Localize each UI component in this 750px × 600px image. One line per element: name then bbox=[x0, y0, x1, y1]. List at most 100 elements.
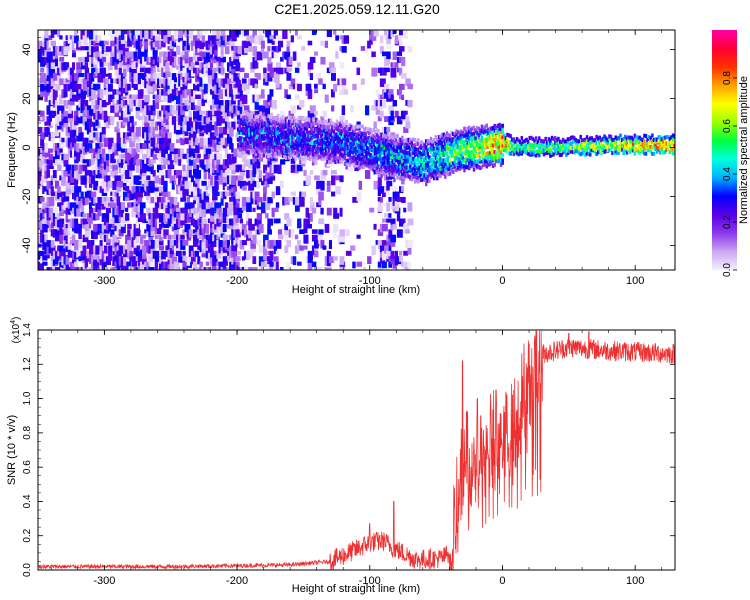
spectrogram-ridge-cell bbox=[402, 155, 406, 160]
spectrogram-ridge-cell bbox=[241, 138, 245, 143]
spectrogram-ridge-cell bbox=[265, 118, 269, 123]
spectrogram-ridge-cell bbox=[251, 131, 254, 136]
spectrogram-cell bbox=[161, 67, 166, 78]
spectrogram-cell bbox=[46, 126, 50, 135]
spectrogram-cell bbox=[133, 51, 138, 58]
spectrogram-cell bbox=[195, 137, 199, 146]
spectrogram-ridge-cell bbox=[305, 127, 309, 132]
spectrogram-cell bbox=[156, 83, 161, 89]
spectrogram-cell bbox=[233, 73, 240, 82]
spectrogram-ridge-cell bbox=[254, 149, 258, 154]
spectrogram-cell bbox=[84, 229, 90, 238]
spectrogram-ridge-cell bbox=[413, 163, 417, 168]
spectrogram-cell bbox=[154, 186, 159, 192]
spectrogram-ridge-cell bbox=[464, 161, 468, 166]
spectrogram-ridge-cell bbox=[283, 154, 286, 159]
spectrogram-ridge-cell bbox=[267, 157, 270, 162]
spectrogram-cell bbox=[403, 30, 408, 39]
spectrogram-ridge-cell bbox=[345, 142, 348, 147]
spectrogram-cell bbox=[78, 164, 83, 174]
spectrogram-cell bbox=[394, 35, 399, 45]
spectrogram-ridge-cell bbox=[358, 137, 361, 142]
spectrogram-ridge-cell bbox=[413, 168, 417, 173]
spectrogram-ridge-cell bbox=[319, 147, 323, 152]
spectrogram-cell bbox=[40, 89, 45, 97]
spectrogram-cell bbox=[339, 116, 345, 122]
spectrogram-cell bbox=[93, 51, 97, 58]
spectrogram-cell bbox=[152, 250, 158, 259]
spectrogram-cell bbox=[116, 175, 122, 181]
spectrogram-cell bbox=[220, 51, 224, 59]
spectrogram-ridge-cell bbox=[458, 166, 461, 171]
spectrogram-cell bbox=[235, 191, 240, 199]
spectrogram-cell bbox=[150, 245, 156, 253]
spectrogram-cell bbox=[154, 207, 159, 218]
spectrogram-cell bbox=[148, 245, 153, 254]
spectrogram-ridge-cell bbox=[436, 176, 439, 181]
spectrogram-cell bbox=[125, 132, 129, 140]
spectrogram-cell bbox=[258, 30, 263, 36]
spectrogram-cell bbox=[173, 153, 178, 163]
spectrogram-cell bbox=[86, 143, 93, 152]
spectrogram-cell bbox=[103, 229, 110, 234]
spectrogram-ridge-cell bbox=[361, 138, 364, 143]
spectrogram-cell bbox=[139, 148, 144, 154]
spectrogram-ridge-cell bbox=[407, 158, 410, 163]
spectrogram-cell bbox=[163, 202, 169, 213]
spectrogram-ridge-cell bbox=[380, 135, 383, 140]
spectrogram-ridge-cell bbox=[467, 144, 471, 149]
spectrogram-cell bbox=[282, 51, 286, 59]
spectrogram-cell bbox=[241, 186, 247, 191]
spectrogram-cell bbox=[169, 261, 175, 270]
spectrogram-cell bbox=[159, 240, 164, 246]
spectrogram-cell bbox=[93, 94, 99, 100]
spectrogram-cell bbox=[203, 126, 208, 133]
spectrogram-cell bbox=[120, 159, 124, 168]
spectrogram-ridge-cell bbox=[268, 129, 272, 134]
spectrogram-ridge-cell bbox=[350, 136, 353, 141]
spectrogram-ridge-cell bbox=[241, 111, 245, 116]
spectrogram-cell bbox=[265, 73, 269, 82]
spectrogram-cell bbox=[139, 240, 146, 250]
spectrogram-ridge-cell bbox=[361, 132, 364, 137]
spectrogram-cell bbox=[69, 73, 74, 83]
spectrogram-ridge-cell bbox=[262, 130, 266, 135]
spectrogram-cell bbox=[390, 67, 397, 78]
spectrogram-ridge-cell bbox=[340, 129, 344, 134]
spectrogram-cell bbox=[273, 207, 279, 212]
spectrogram-cell bbox=[229, 202, 233, 213]
spectrogram-ridge-cell bbox=[345, 150, 348, 155]
spectrogram-ridge-cell bbox=[254, 117, 258, 122]
spectrogram-ridge-cell bbox=[284, 124, 288, 129]
spectrogram-cell bbox=[265, 105, 271, 115]
spectrogram-cell bbox=[195, 51, 201, 62]
spectrogram-cell bbox=[129, 267, 134, 270]
spectrogram-cell bbox=[231, 110, 236, 119]
spectrogram-ridge-cell bbox=[442, 158, 445, 163]
spectrogram-cell bbox=[50, 218, 54, 229]
spectrogram-cell bbox=[142, 126, 148, 133]
spectrogram-cell bbox=[63, 191, 70, 202]
spectrogram-ridge-cell bbox=[434, 141, 438, 146]
spectrogram-cell bbox=[260, 207, 266, 214]
spectrogram-ridge-cell bbox=[466, 140, 469, 145]
spectrogram-ridge-cell bbox=[412, 137, 415, 142]
spectrogram-ridge-cell bbox=[420, 145, 423, 150]
spectrogram-cell bbox=[360, 78, 365, 85]
spectrogram-cell bbox=[205, 116, 210, 124]
spectrogram-cell bbox=[324, 94, 329, 103]
spectrogram-cell bbox=[142, 99, 148, 109]
spectrogram-ridge-cell bbox=[237, 145, 240, 150]
spectrogram-ridge-cell bbox=[370, 131, 374, 136]
spectrogram-ridge-cell bbox=[380, 157, 383, 162]
spectrogram-cell bbox=[156, 73, 162, 79]
spectrogram-ridge-cell bbox=[383, 149, 387, 154]
spectrogram-cell bbox=[82, 223, 87, 229]
spectrogram-ridge-cell bbox=[472, 131, 476, 136]
spectrogram-ridge-cell bbox=[417, 156, 420, 161]
spectrogram-ridge-cell bbox=[260, 148, 264, 153]
spectrogram-cell bbox=[311, 229, 318, 234]
spectrogram-cell bbox=[122, 121, 127, 126]
spectrogram-cell bbox=[169, 250, 174, 258]
spectrogram-ridge-cell bbox=[471, 132, 474, 137]
